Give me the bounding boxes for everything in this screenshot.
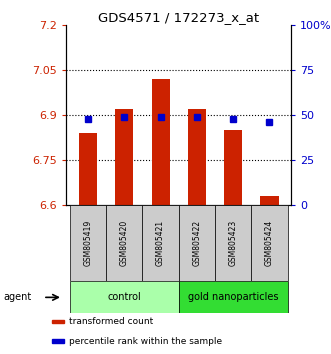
Bar (251, 205, 288, 281)
Bar (188, 109, 206, 205)
Bar (260, 196, 279, 205)
Title: GDS4571 / 172273_x_at: GDS4571 / 172273_x_at (98, 11, 259, 24)
Bar (224, 130, 242, 205)
Text: GSM805421: GSM805421 (156, 220, 165, 267)
Bar (152, 79, 170, 205)
Bar (179, 205, 215, 281)
Text: agent: agent (3, 292, 31, 302)
Text: control: control (108, 292, 141, 302)
Text: GSM805424: GSM805424 (265, 220, 274, 267)
Text: transformed count: transformed count (69, 317, 153, 326)
Text: GSM805422: GSM805422 (192, 220, 201, 267)
Text: percentile rank within the sample: percentile rank within the sample (69, 337, 222, 346)
Bar (70, 281, 179, 313)
Text: GSM805423: GSM805423 (229, 220, 238, 267)
Bar (142, 205, 179, 281)
Bar (215, 205, 251, 281)
Bar (79, 133, 97, 205)
Text: GSM805420: GSM805420 (120, 220, 129, 267)
Bar (106, 205, 142, 281)
Bar (179, 281, 288, 313)
Text: gold nanoparticles: gold nanoparticles (188, 292, 278, 302)
Bar (52, 320, 64, 323)
Text: GSM805419: GSM805419 (83, 220, 92, 267)
Bar (52, 339, 64, 343)
Bar (70, 205, 106, 281)
Bar (115, 109, 133, 205)
